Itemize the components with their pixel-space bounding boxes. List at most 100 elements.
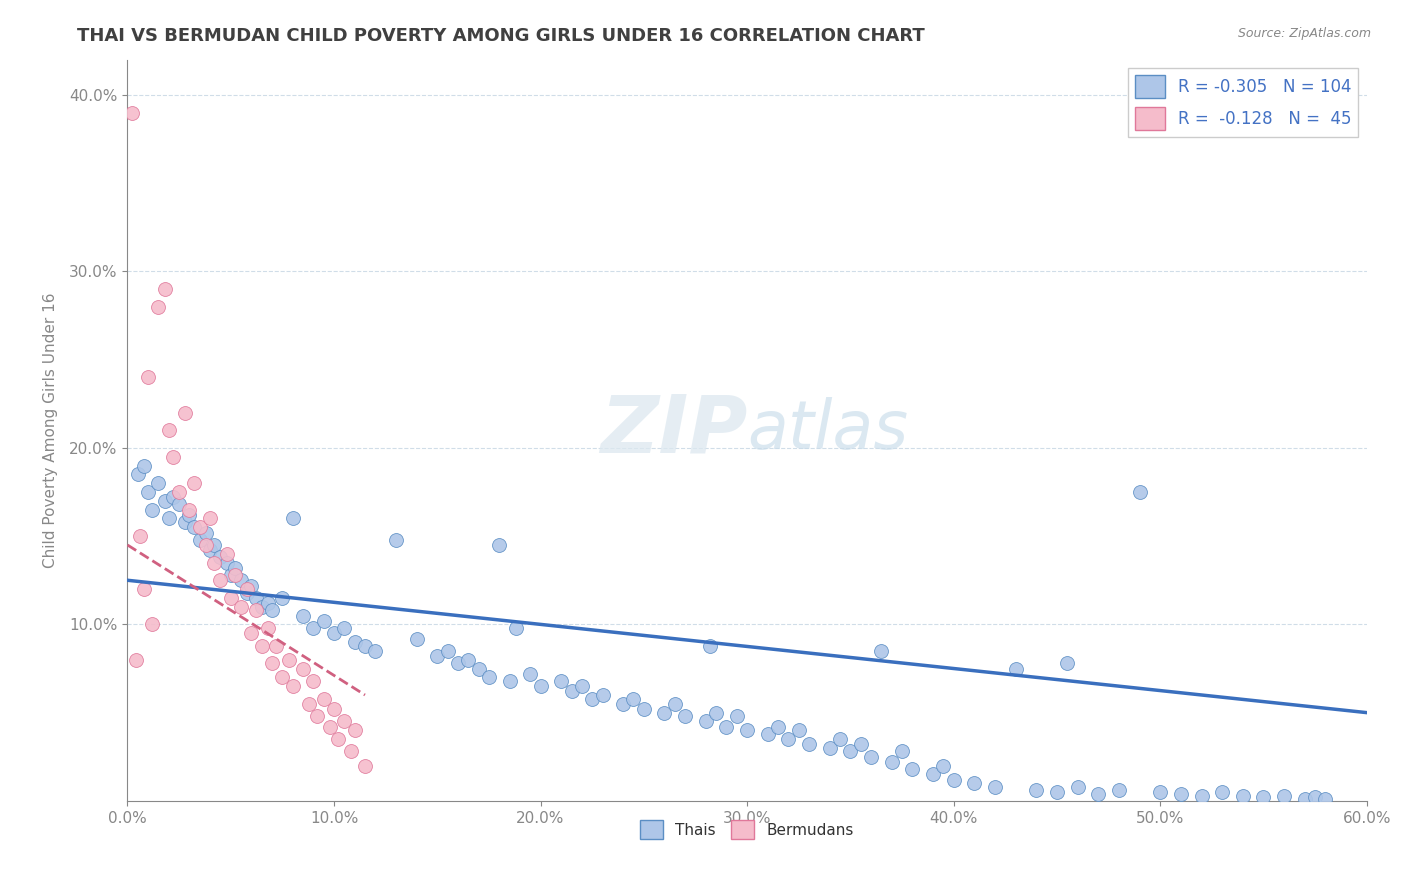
- Point: [132, 458, 155, 473]
- Point: [1211, 785, 1233, 799]
- Point: [136, 370, 159, 384]
- Point: [312, 691, 335, 706]
- Point: [162, 491, 184, 505]
- Point: [174, 515, 197, 529]
- Y-axis label: Child Poverty Among Girls Under 16: Child Poverty Among Girls Under 16: [44, 293, 58, 568]
- Point: [333, 621, 356, 635]
- Point: [1056, 657, 1078, 671]
- Point: [219, 568, 242, 582]
- Point: [157, 511, 180, 525]
- Point: [245, 591, 267, 605]
- Point: [339, 744, 361, 758]
- Point: [264, 639, 287, 653]
- Point: [148, 476, 170, 491]
- Point: [219, 591, 242, 605]
- Point: [1170, 787, 1192, 801]
- Point: [932, 758, 955, 772]
- Point: [901, 762, 924, 776]
- Point: [1272, 789, 1295, 803]
- Point: [426, 649, 449, 664]
- Point: [229, 574, 252, 588]
- Point: [529, 679, 551, 693]
- Point: [271, 591, 294, 605]
- Point: [1128, 485, 1150, 500]
- Point: [623, 691, 645, 706]
- Point: [148, 300, 170, 314]
- Point: [277, 653, 299, 667]
- Point: [922, 767, 945, 781]
- Point: [849, 738, 872, 752]
- Point: [664, 697, 686, 711]
- Point: [153, 493, 176, 508]
- Point: [292, 661, 315, 675]
- Point: [215, 547, 238, 561]
- Point: [312, 614, 335, 628]
- Point: [1046, 785, 1069, 799]
- Point: [167, 485, 190, 500]
- Point: [188, 520, 211, 534]
- Point: [128, 529, 150, 543]
- Point: [364, 644, 387, 658]
- Point: [271, 670, 294, 684]
- Point: [343, 635, 366, 649]
- Point: [612, 697, 634, 711]
- Point: [240, 626, 263, 640]
- Point: [828, 732, 851, 747]
- Point: [183, 520, 205, 534]
- Point: [478, 670, 501, 684]
- Point: [260, 657, 283, 671]
- Point: [1303, 790, 1326, 805]
- Point: [1108, 783, 1130, 797]
- Point: [447, 657, 470, 671]
- Point: [153, 282, 176, 296]
- Point: [250, 599, 273, 614]
- Point: [215, 556, 238, 570]
- Point: [1191, 789, 1213, 803]
- Point: [183, 476, 205, 491]
- Point: [436, 644, 458, 658]
- Point: [236, 582, 259, 596]
- Point: [571, 679, 593, 693]
- Point: [633, 702, 655, 716]
- Point: [162, 450, 184, 464]
- Point: [457, 653, 479, 667]
- Point: [179, 502, 201, 516]
- Point: [121, 105, 143, 120]
- Point: [257, 621, 280, 635]
- Point: [157, 423, 180, 437]
- Point: [326, 732, 349, 747]
- Point: [725, 709, 748, 723]
- Point: [257, 596, 280, 610]
- Point: [302, 673, 325, 688]
- Point: [891, 744, 914, 758]
- Legend: Thais, Bermudans: Thais, Bermudans: [634, 814, 860, 845]
- Point: [860, 749, 883, 764]
- Point: [229, 599, 252, 614]
- Point: [560, 684, 582, 698]
- Point: [125, 653, 148, 667]
- Point: [224, 568, 246, 582]
- Point: [1087, 787, 1109, 801]
- Text: atlas: atlas: [747, 397, 908, 463]
- Point: [1253, 790, 1275, 805]
- Point: [519, 666, 541, 681]
- Point: [405, 632, 427, 646]
- Point: [141, 617, 163, 632]
- Text: THAI VS BERMUDAN CHILD POVERTY AMONG GIRLS UNDER 16 CORRELATION CHART: THAI VS BERMUDAN CHILD POVERTY AMONG GIR…: [77, 27, 925, 45]
- Point: [188, 533, 211, 547]
- Text: ZIP: ZIP: [600, 392, 747, 469]
- Point: [307, 709, 329, 723]
- Point: [673, 709, 696, 723]
- Point: [756, 727, 779, 741]
- Point: [797, 738, 820, 752]
- Point: [198, 511, 221, 525]
- Point: [695, 714, 717, 729]
- Point: [1232, 789, 1254, 803]
- Point: [984, 780, 1007, 794]
- Point: [194, 538, 217, 552]
- Text: Source: ZipAtlas.com: Source: ZipAtlas.com: [1237, 27, 1371, 40]
- Point: [488, 538, 510, 552]
- Point: [880, 755, 903, 769]
- Point: [281, 511, 304, 525]
- Point: [1066, 780, 1088, 794]
